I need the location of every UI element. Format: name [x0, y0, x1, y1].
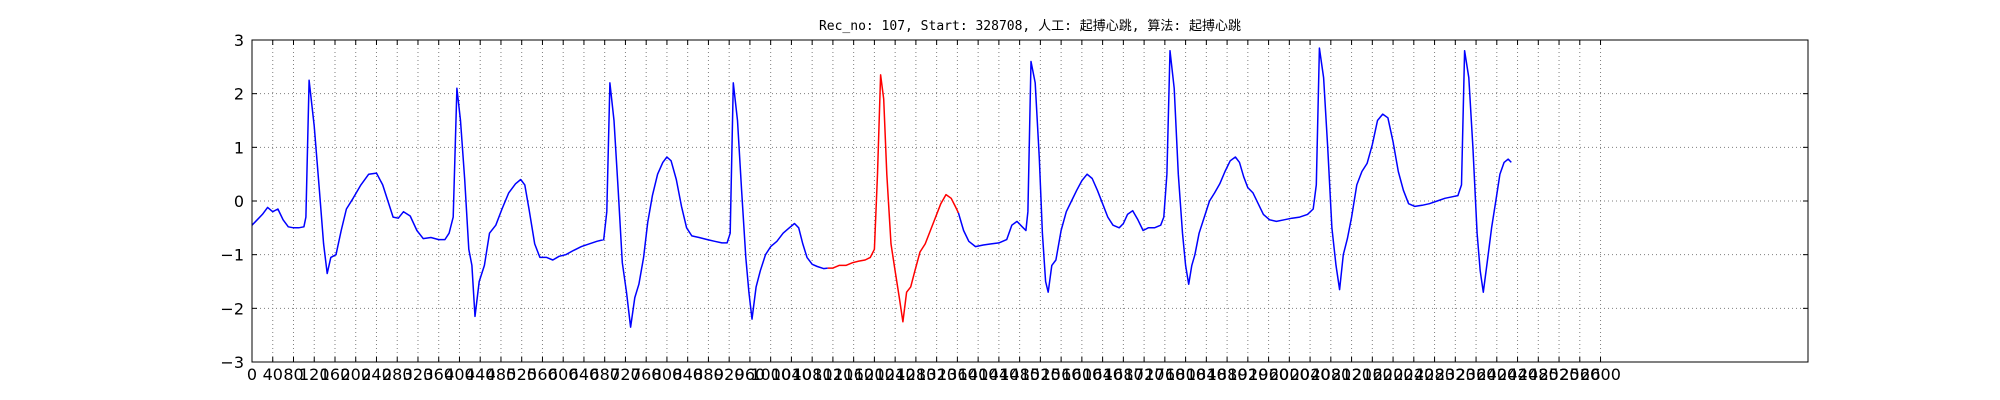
x-tick-label: 1640	[1082, 365, 1123, 384]
x-tick-label: 1720	[1124, 365, 1165, 384]
x-tick-label: 1120	[813, 365, 854, 384]
x-tick-label: 840	[672, 365, 703, 384]
x-tick-label: 2600	[1580, 365, 1621, 384]
y-tick-label: 3	[234, 31, 244, 50]
x-tick-label: 2480	[1518, 365, 1559, 384]
x-tick-label: 280	[382, 365, 413, 384]
x-tick-label: 2360	[1456, 365, 1497, 384]
x-tick-label: 2240	[1393, 365, 1434, 384]
x-tick-label: 520	[506, 365, 537, 384]
x-tick-label: 1080	[792, 365, 833, 384]
x-tick-label: 120	[299, 365, 330, 384]
x-tick-label: 160	[320, 365, 351, 384]
x-tick-label: 1320	[916, 365, 957, 384]
x-tick-label: 2560	[1559, 365, 1600, 384]
x-tick-label: 400	[444, 365, 475, 384]
x-tick-label: 2120	[1331, 365, 1372, 384]
x-tick-label: 2160	[1352, 365, 1393, 384]
x-tick-label: 1480	[999, 365, 1040, 384]
axis-ticks: 0 40 8012016020024028032036040044048052056…	[220, 31, 1808, 384]
x-tick-label: 760	[631, 365, 662, 384]
x-tick-label: 2040	[1290, 365, 1331, 384]
x-tick-label: 1200	[854, 365, 895, 384]
x-tick-label: 1760	[1144, 365, 1185, 384]
x-tick-label: 80	[283, 365, 303, 384]
x-tick-label: 2000	[1269, 365, 1310, 384]
x-tick-label: 1400	[958, 365, 999, 384]
x-tick-label: 1920	[1227, 365, 1268, 384]
x-tick-label: 0	[247, 365, 257, 384]
highlighted-beat-line	[827, 74, 960, 323]
chart-title: Rec_no: 107, Start: 328708, 人工: 起搏心跳, 算法…	[819, 18, 1241, 34]
x-tick-label: 1800	[1165, 365, 1206, 384]
x-tick-label: 200	[340, 365, 371, 384]
x-tick-label: 1240	[875, 365, 916, 384]
y-tick-label: 2	[234, 85, 244, 104]
x-tick-label: 40	[263, 365, 283, 384]
x-tick-label: 2520	[1539, 365, 1580, 384]
x-tick-label: 1600	[1062, 365, 1103, 384]
x-tick-label: 480	[486, 365, 517, 384]
y-tick-label: −2	[220, 299, 244, 318]
x-tick-label: 240	[361, 365, 392, 384]
x-tick-label: 1520	[1020, 365, 1061, 384]
ecg-signal-line	[957, 47, 1512, 293]
x-tick-label: 440	[465, 365, 496, 384]
x-tick-label: 1840	[1186, 365, 1227, 384]
x-tick-label: 560	[527, 365, 558, 384]
grid-lines	[251, 40, 1808, 362]
x-tick-label: 1040	[771, 365, 812, 384]
x-tick-label: 880	[693, 365, 724, 384]
x-tick-label: 2400	[1476, 365, 1517, 384]
series-lines	[251, 47, 1512, 328]
x-tick-label: 1560	[1041, 365, 1082, 384]
x-tick-label: 1960	[1248, 365, 1289, 384]
x-tick-label: 1360	[937, 365, 978, 384]
x-tick-label: 1000	[750, 365, 791, 384]
x-tick-label: 800	[652, 365, 683, 384]
x-tick-label: 2320	[1435, 365, 1476, 384]
y-tick-label: −3	[220, 353, 244, 372]
y-tick-label: 0	[234, 192, 244, 211]
x-tick-label: 640	[569, 365, 600, 384]
ecg-signal-line	[251, 79, 828, 328]
x-tick-label: 680	[589, 365, 620, 384]
x-tick-label: 2200	[1373, 365, 1414, 384]
x-tick-label: 1880	[1207, 365, 1248, 384]
x-tick-label: 2440	[1497, 365, 1538, 384]
x-tick-label: 320	[403, 365, 434, 384]
x-tick-label: 1440	[979, 365, 1020, 384]
x-tick-label: 920	[714, 365, 745, 384]
y-tick-label: −1	[220, 246, 244, 265]
x-tick-label: 1280	[896, 365, 937, 384]
x-tick-label: 1160	[833, 365, 874, 384]
x-tick-label: 2280	[1414, 365, 1455, 384]
x-tick-label: 720	[610, 365, 641, 384]
x-tick-label: 360	[423, 365, 454, 384]
y-tick-label: 1	[234, 138, 244, 157]
x-tick-label: 600	[548, 365, 579, 384]
x-tick-label: 2080	[1310, 365, 1351, 384]
x-tick-label: 1680	[1103, 365, 1144, 384]
x-tick-label: 960	[735, 365, 766, 384]
